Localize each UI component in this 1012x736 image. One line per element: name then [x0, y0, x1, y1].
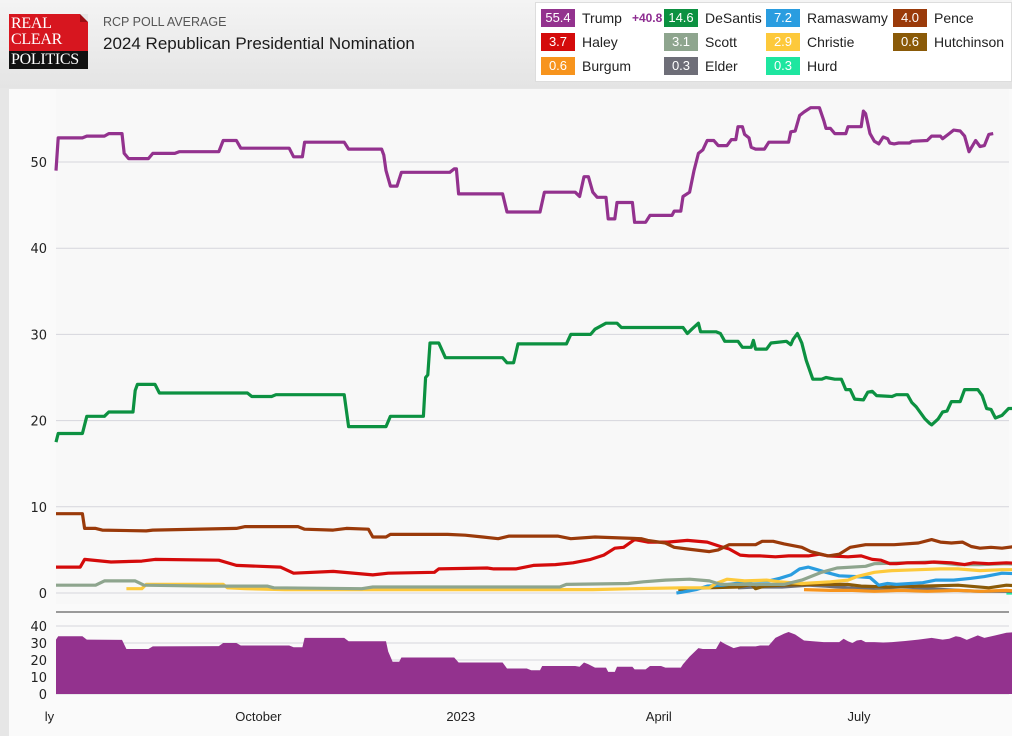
y-tick-label: 20 [30, 415, 47, 430]
y-tick-label: 0 [39, 587, 47, 602]
legend-value-badge: 0.3 [766, 57, 800, 75]
legend-value-badge: 3.7 [541, 33, 575, 51]
series-line-pence[interactable] [56, 512, 1012, 559]
legend-value-badge: 4.0 [893, 9, 927, 27]
legend-value-badge: 0.6 [541, 57, 575, 75]
sub-y-tick-label: 0 [39, 688, 47, 703]
x-tick-label: October [235, 709, 282, 724]
legend-candidate-name: Scott [705, 34, 737, 50]
y-tick-label: 10 [30, 501, 47, 516]
legend-candidate-name: DeSantis [705, 10, 762, 26]
series-line-burgum[interactable] [803, 588, 1012, 593]
legend-value-badge: 0.6 [893, 33, 927, 51]
legend-candidate-name: Burgum [582, 58, 632, 74]
x-tick-label: April [646, 709, 672, 724]
logo-fold [80, 14, 88, 22]
page-title: 2024 Republican Presidential Nomination [103, 34, 415, 53]
legend-value-badge: 14.6 [664, 9, 698, 27]
sub-y-tick-label: 20 [30, 654, 47, 669]
y-tick-label: 50 [30, 156, 47, 171]
chart-panel: 0 10 20 30 40 50 0 10 20 30 40 ly October 2023 April Ju… [9, 89, 1012, 736]
legend-item-scott[interactable]: 3.1 Scott [664, 33, 737, 51]
legend-item-hurd[interactable]: 0.3 Hurd [766, 57, 837, 75]
legend-candidate-name: Hurd [807, 58, 838, 74]
legend-candidate-name: Ramaswamy [807, 10, 888, 26]
legend-candidate-name: Hutchinson [934, 34, 1005, 50]
y-tick-label: 30 [30, 328, 47, 343]
legend-candidate-name: Haley [582, 34, 618, 50]
legend-item-hutchinson[interactable]: 0.6 Hutchinson [893, 33, 1004, 51]
legend-item-ramaswamy[interactable]: 7.2 Ramaswamy [766, 9, 888, 27]
logo-line-2: CLEAR [11, 31, 62, 48]
x-tick-label: 2023 [446, 709, 475, 724]
rcp-logo[interactable]: REAL CLEAR POLITICS [9, 14, 88, 69]
logo-red-block [9, 14, 88, 51]
legend-value-badge: 7.2 [766, 9, 800, 27]
sub-y-tick-label: 10 [30, 671, 47, 686]
legend-item-haley[interactable]: 3.7 Haley [541, 33, 618, 51]
legend-item-trump[interactable]: 55.4 Trump +40.8 [541, 9, 662, 27]
main-plot-area [56, 89, 1009, 604]
sub-y-tick-label: 30 [30, 637, 47, 652]
legend-item-elder[interactable]: 0.3 Elder [664, 57, 738, 75]
sub-y-tick-label: 40 [30, 620, 47, 635]
logo-line-1: REAL [11, 15, 52, 32]
legend-candidate-name: Elder [705, 58, 738, 74]
logo-line-3: POLITICS [11, 51, 79, 68]
series-line-desantis[interactable] [54, 321, 1012, 470]
poll-chart[interactable]: 0 10 20 30 40 50 0 10 20 30 40 ly October 2023 April Ju… [9, 89, 1012, 736]
legend-value-badge: 2.9 [766, 33, 800, 51]
x-tick-label: July [847, 709, 871, 724]
y-tick-label: 40 [30, 242, 47, 257]
legend-value-badge: 0.3 [664, 57, 698, 75]
spread-area[interactable] [56, 625, 1012, 694]
logo-black-block [9, 51, 88, 69]
legend-value-badge: 3.1 [664, 33, 698, 51]
legend-item-pence[interactable]: 4.0 Pence [893, 9, 974, 27]
series-line-haley[interactable] [56, 538, 1012, 577]
x-tick-label: ly [45, 709, 55, 724]
legend-candidate-name: Trump [582, 10, 622, 26]
legend-candidate-name: Pence [934, 10, 974, 26]
legend-item-desantis[interactable]: 14.6 DeSantis [664, 9, 762, 27]
series-line-christie[interactable] [126, 567, 1012, 592]
kicker: RCP POLL AVERAGE [103, 15, 227, 29]
legend-spread: +40.8 [631, 11, 663, 25]
legend-value-badge: 55.4 [541, 9, 575, 27]
legend-item-burgum[interactable]: 0.6 Burgum [541, 57, 631, 75]
series-line-trump[interactable] [54, 106, 994, 224]
legend-item-christie[interactable]: 2.9 Christie [766, 33, 854, 51]
legend: 55.4 Trump +40.8 14.6 DeSantis 7.2 Ramaswamy 4.… [535, 2, 1012, 82]
legend-candidate-name: Christie [807, 34, 855, 50]
